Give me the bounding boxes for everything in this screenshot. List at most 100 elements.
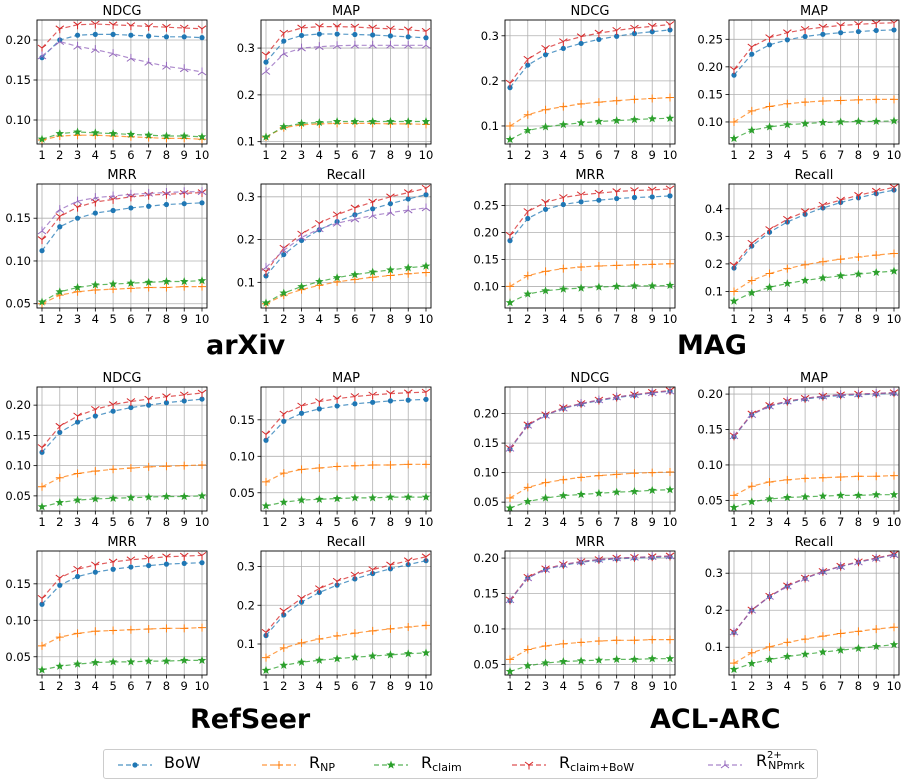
- series-r-npmrk-2-points: [505, 551, 675, 604]
- data-point: [279, 288, 289, 297]
- data-point: [261, 268, 271, 277]
- data-point: [889, 116, 899, 125]
- data-point: [612, 470, 621, 479]
- x-tick-label: 2: [524, 148, 531, 162]
- legend-marker: [720, 760, 730, 769]
- data-point: [871, 187, 881, 196]
- data-point: [729, 261, 739, 270]
- x-tick-label: 5: [109, 515, 116, 529]
- data-point: [37, 444, 47, 452]
- data-point: [404, 269, 413, 278]
- data-point: [729, 296, 739, 305]
- data-point: [297, 465, 306, 474]
- data-point: [820, 31, 826, 37]
- x-tick-label: 8: [387, 148, 394, 162]
- x-tick-label: 2: [524, 679, 531, 693]
- data-point: [818, 491, 828, 500]
- legend-label-r-claim-bow-sub: claim+BoW: [570, 761, 635, 774]
- data-point: [729, 627, 739, 636]
- plot-frame: [36, 386, 208, 512]
- data-point: [576, 399, 586, 407]
- data-point: [594, 556, 604, 565]
- y-tick-label: 0.15: [697, 423, 723, 437]
- data-point: [368, 117, 377, 126]
- series-r-claim-line: [265, 265, 427, 304]
- data-point: [505, 79, 515, 88]
- data-point: [801, 474, 810, 483]
- data-point: [144, 462, 153, 471]
- series-r-claim-points: [261, 117, 431, 141]
- data-point: [109, 285, 118, 294]
- series-r-claim-points: [505, 654, 675, 676]
- data-point: [279, 643, 288, 652]
- plot-frame: [260, 19, 432, 145]
- data-point: [315, 224, 324, 233]
- data-point: [39, 55, 45, 61]
- data-point: [665, 654, 675, 663]
- data-point: [315, 634, 324, 643]
- data-point: [73, 203, 82, 212]
- x-tick-label: 4: [92, 515, 99, 529]
- data-point: [144, 656, 153, 665]
- data-point: [630, 654, 639, 664]
- data-point: [854, 95, 863, 104]
- series-r-claim-line: [733, 270, 895, 302]
- x-tick-label: 7: [613, 515, 620, 529]
- series-r-claim-line: [265, 652, 427, 671]
- data-point: [387, 201, 394, 207]
- series-r-claim-bow-line: [265, 26, 427, 56]
- data-point: [505, 595, 515, 604]
- x-tick-label: 7: [613, 148, 620, 162]
- series-r-np-points: [730, 249, 898, 296]
- x-tick-label: 5: [109, 679, 116, 693]
- data-point: [765, 654, 774, 664]
- data-point: [315, 398, 324, 407]
- x-tick-label: 6: [127, 312, 134, 326]
- series-r-claim-bow-line: [509, 389, 671, 449]
- x-tick-label: 5: [801, 148, 808, 162]
- plot-frame: [260, 386, 432, 512]
- data-point: [144, 554, 153, 563]
- data-point: [800, 25, 810, 34]
- data-point: [108, 279, 118, 288]
- data-point: [836, 472, 845, 481]
- data-point: [92, 210, 98, 216]
- x-tick-label: 3: [766, 148, 773, 162]
- legend-handle-r-claim-bow: [512, 761, 546, 770]
- series-r-claim-points: [261, 492, 431, 510]
- data-point: [197, 25, 207, 34]
- data-point: [73, 41, 82, 50]
- x-tick-label: 1: [38, 312, 45, 326]
- series-r-claim-bow-line: [733, 186, 895, 266]
- data-point: [91, 45, 100, 53]
- data-point: [766, 42, 773, 48]
- data-point: [630, 115, 639, 124]
- data-point: [747, 659, 757, 668]
- series-bow-points: [731, 187, 897, 271]
- data-point: [197, 389, 207, 398]
- series-bow-line: [41, 33, 203, 59]
- series-r-claim-bow-points: [37, 189, 207, 245]
- data-point: [890, 95, 898, 104]
- x-tick-label: 5: [333, 312, 340, 326]
- y-tick-label: 0.15: [5, 428, 31, 442]
- data-point: [298, 410, 305, 416]
- y-tick-label: 0.15: [697, 87, 723, 101]
- data-point: [505, 666, 515, 676]
- x-tick-label: 1: [730, 679, 737, 693]
- panel-acl-arc-mrr: 1 2 3 4 5 6 7 8 9 10 0.05 0.10 0.15 0.20 MRR: [473, 535, 677, 693]
- x-tick-label: 4: [784, 148, 791, 162]
- series-bow-line: [733, 392, 895, 437]
- data-point: [281, 38, 287, 44]
- legend-label-r-np-base: R: [309, 753, 321, 772]
- data-point: [747, 43, 757, 52]
- x-tick-label: 1: [262, 679, 269, 693]
- data-point: [261, 628, 271, 637]
- x-tick-label: 1: [262, 312, 269, 326]
- data-point: [559, 657, 568, 666]
- series-r-claim-bow-line: [733, 22, 895, 70]
- x-tick-label: 1: [730, 515, 737, 529]
- x-tick-label: 10: [419, 312, 434, 326]
- data-point: [506, 282, 514, 291]
- data-point: [523, 289, 533, 298]
